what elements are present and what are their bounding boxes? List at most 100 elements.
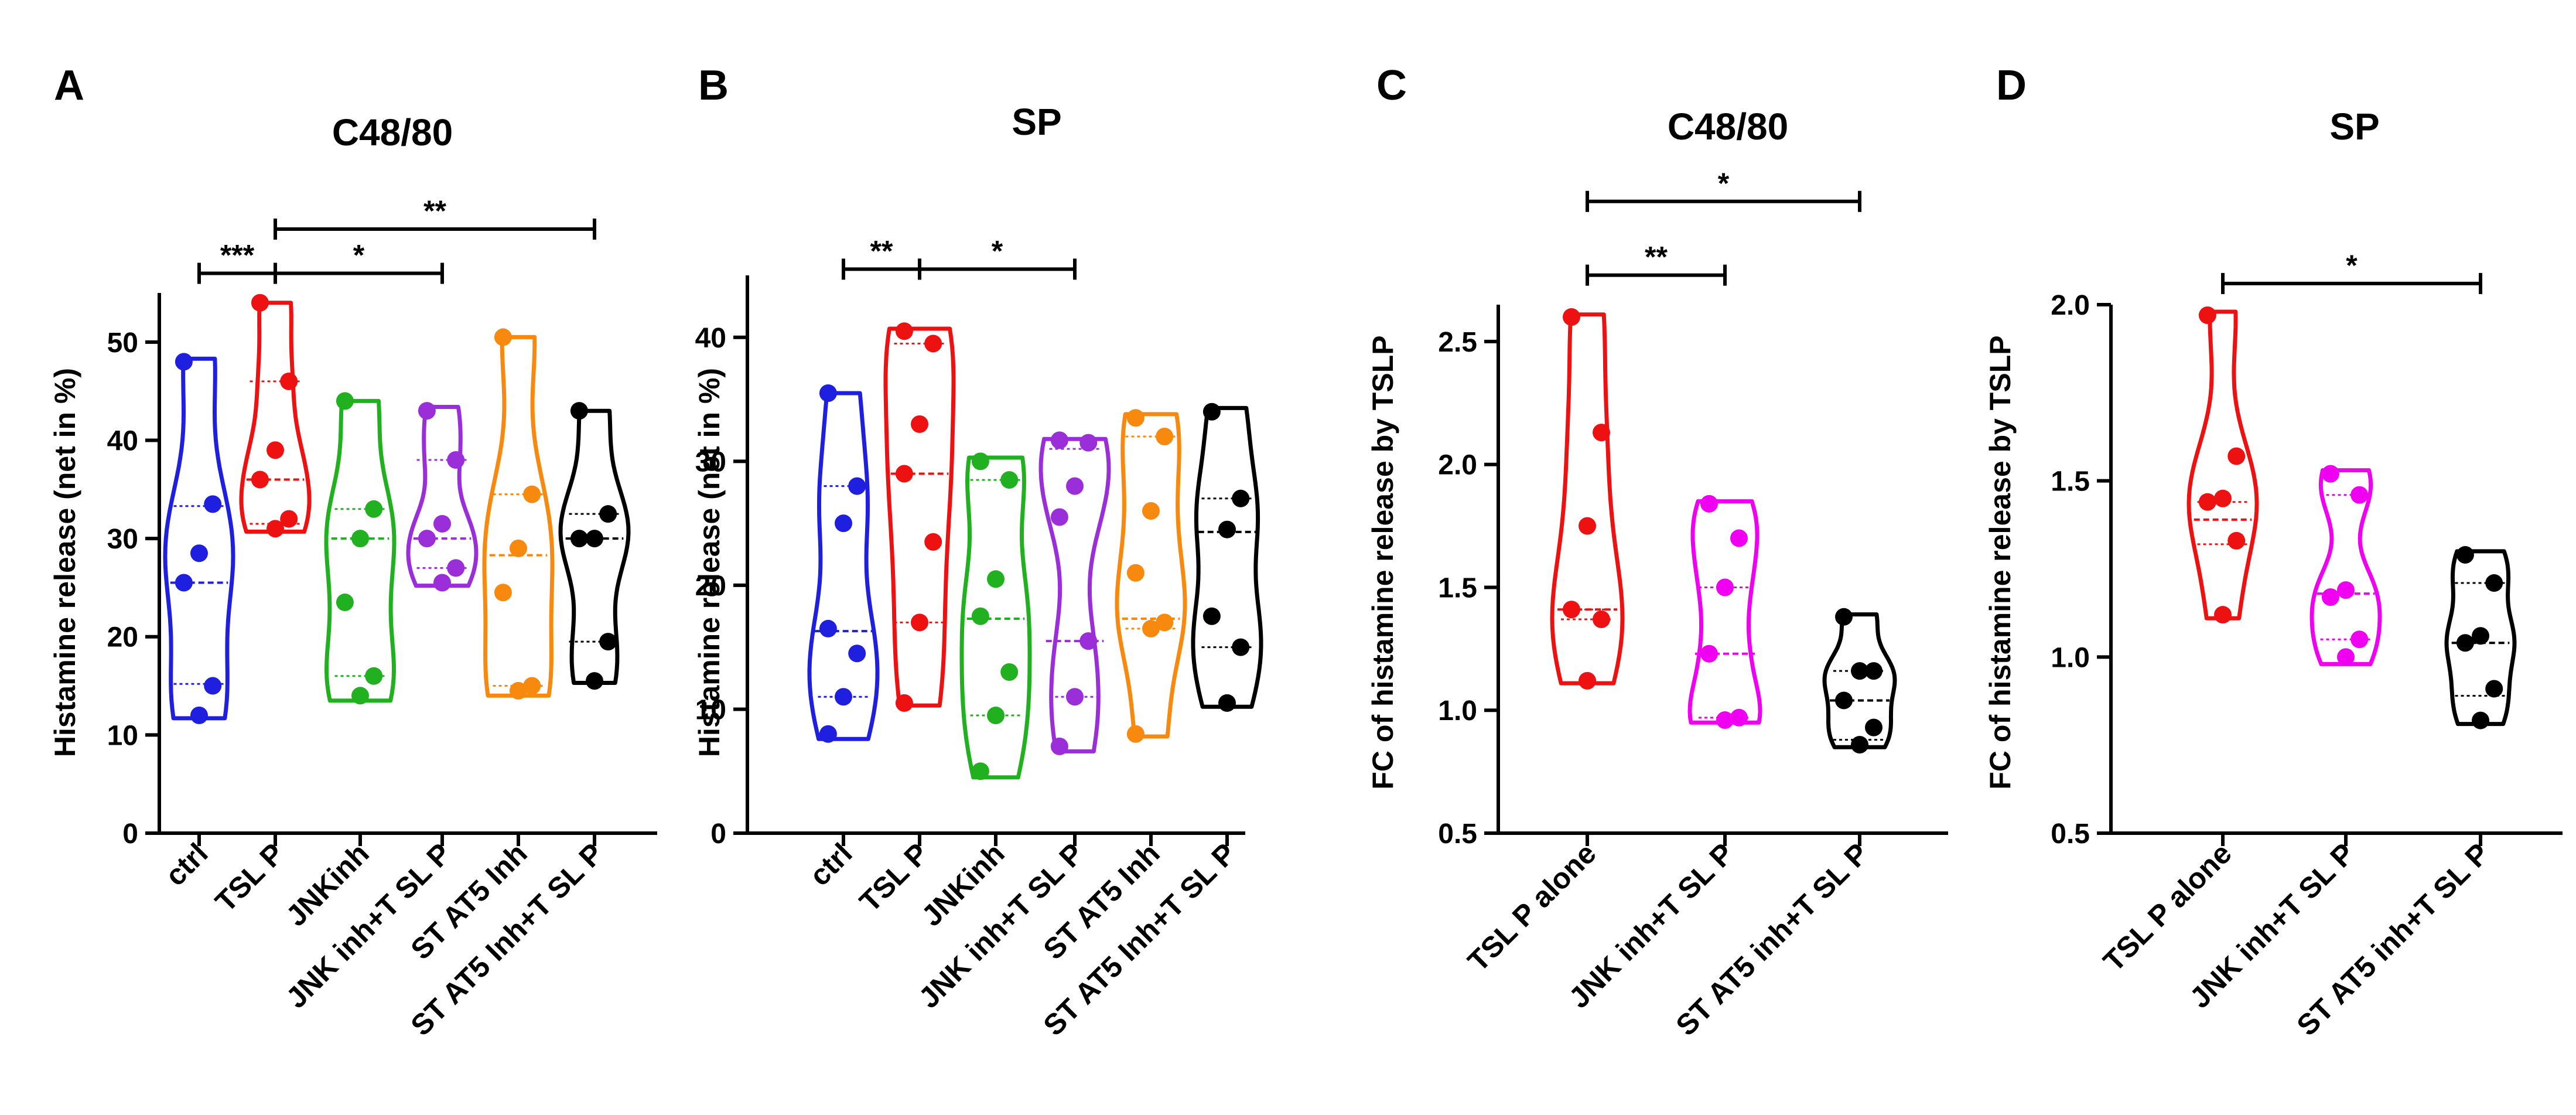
significance-label: * <box>992 234 1003 267</box>
data-point <box>447 451 465 469</box>
violin-outline <box>1822 612 1897 749</box>
data-point <box>365 500 383 518</box>
significance-bracket: * <box>274 238 444 284</box>
data-point <box>251 294 269 312</box>
data-point <box>351 687 369 705</box>
data-point <box>2214 606 2232 624</box>
violin-outline <box>163 356 235 721</box>
violin-outline <box>2186 309 2259 620</box>
violin-outline <box>482 335 555 698</box>
panel-letter: D <box>1996 62 2027 109</box>
data-point <box>2472 711 2489 729</box>
data-point <box>895 465 913 483</box>
violin-group-1 <box>163 353 235 724</box>
panel-letter: C <box>1376 62 1407 109</box>
data-point <box>1000 663 1019 681</box>
data-point <box>1218 520 1236 538</box>
data-point <box>971 607 989 625</box>
significance-bracket: *** <box>197 238 277 284</box>
data-point <box>418 402 436 420</box>
data-point <box>1202 403 1221 421</box>
y-tick-label: 0 <box>710 819 726 850</box>
data-point <box>2456 545 2474 564</box>
data-point <box>251 470 269 489</box>
violin-group-5 <box>1115 409 1187 743</box>
data-point <box>2198 306 2216 325</box>
significance-label: *** <box>220 238 255 271</box>
data-point <box>336 392 354 410</box>
x-tick-label: TSL P alone <box>2097 837 2238 978</box>
data-point <box>523 485 541 503</box>
violin-group-2 <box>883 322 956 712</box>
y-tick-label: 1.0 <box>2051 642 2090 673</box>
y-tick-label: 30 <box>695 446 726 478</box>
panel-a: A C48/80 Histamine release (net in %) 0 10 20… <box>49 62 657 1042</box>
data-point <box>987 570 1005 588</box>
violin-group-4 <box>1038 431 1111 755</box>
violin-group-6 <box>558 402 631 690</box>
violin-group-3 <box>324 392 397 705</box>
y-tick-label: 0.5 <box>1438 819 1477 850</box>
data-point <box>1202 607 1221 625</box>
data-point <box>1050 431 1068 449</box>
data-point <box>1851 662 1868 680</box>
violin-group-1 <box>2186 306 2259 624</box>
y-tick-label: 2.5 <box>1438 327 1477 358</box>
panel-b: B SP Histamine release (net in %) 0 10 20 30 40… <box>693 62 1263 1042</box>
violin-group-3 <box>2444 545 2517 729</box>
data-point <box>1126 564 1144 582</box>
data-point <box>280 510 298 528</box>
data-point <box>819 384 837 402</box>
data-point <box>204 677 222 695</box>
data-point <box>523 677 541 695</box>
violin-outline <box>807 391 880 741</box>
violin-outline <box>406 405 479 588</box>
y-tick-label: 40 <box>107 425 138 456</box>
violin-group-2 <box>239 294 312 538</box>
data-point <box>1050 508 1068 526</box>
data-point <box>190 706 208 724</box>
data-point <box>1563 601 1580 619</box>
violin-outline <box>2309 468 2382 666</box>
data-point <box>971 762 989 780</box>
violin-outline <box>1115 412 1187 739</box>
data-point <box>1142 619 1160 637</box>
significance-label: ** <box>870 234 893 267</box>
data-point <box>267 520 284 538</box>
data-point <box>204 495 222 513</box>
data-point <box>2350 630 2369 649</box>
panel-title: SP <box>2329 105 2379 148</box>
data-point <box>1066 477 1084 495</box>
violin-outline <box>324 398 397 703</box>
y-tick-label: 40 <box>695 323 726 354</box>
data-point <box>2350 486 2369 504</box>
data-point <box>1593 611 1610 629</box>
y-axis-title: Histamine release (net in %) <box>49 368 81 757</box>
data-point <box>570 530 588 548</box>
y-tick-label: 2.0 <box>1438 450 1477 481</box>
y-tick-label: 0 <box>122 819 138 850</box>
data-point <box>190 544 208 562</box>
y-tick-label: 20 <box>695 571 726 602</box>
significance-bracket: * <box>1586 167 1861 212</box>
data-point <box>336 594 354 612</box>
bracket-line <box>274 219 596 240</box>
data-point <box>267 441 284 459</box>
data-point <box>1716 711 1734 729</box>
bracket-line <box>1586 190 1861 212</box>
data-point <box>911 415 928 433</box>
data-point <box>175 353 193 371</box>
x-tick-label: ctrl <box>159 837 214 892</box>
significance-bracket: * <box>918 234 1077 280</box>
bracket-line <box>1586 264 1727 286</box>
data-point <box>1730 529 1748 547</box>
data-point <box>1700 495 1718 513</box>
y-tick-label: 10 <box>695 694 726 725</box>
data-point <box>510 681 527 700</box>
panel-letter: B <box>698 62 729 109</box>
data-point <box>570 402 588 420</box>
data-point <box>1142 502 1160 520</box>
data-point <box>1218 694 1236 712</box>
data-point <box>175 574 193 592</box>
data-point <box>280 372 298 390</box>
